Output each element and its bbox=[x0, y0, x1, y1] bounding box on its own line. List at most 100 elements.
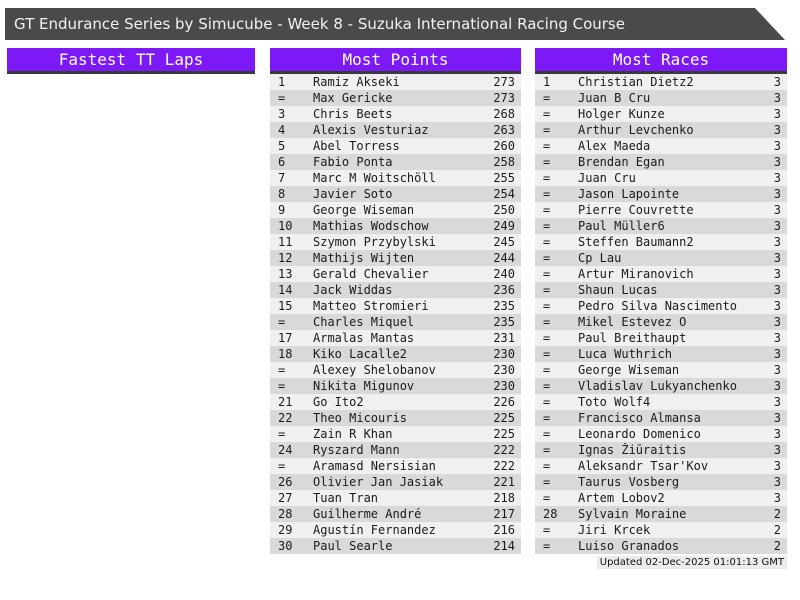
table-row: = Pierre Couvrette 3 bbox=[535, 202, 787, 218]
rank-cell: = bbox=[543, 139, 551, 153]
rank-cell: = bbox=[543, 475, 551, 489]
name-cell: Alexis Vesturiaz bbox=[313, 123, 429, 137]
rank-cell: = bbox=[543, 315, 551, 329]
rank-cell: 15 bbox=[278, 299, 293, 313]
rank-cell: 11 bbox=[278, 235, 293, 249]
table-row: = Cp Lau 3 bbox=[535, 250, 787, 266]
table-row: = Mikel Estevez O 3 bbox=[535, 314, 787, 330]
table-row: 28 Sylvain Moraine 2 bbox=[535, 506, 787, 522]
value-cell: 3 bbox=[773, 459, 781, 473]
rank-cell: 7 bbox=[278, 171, 286, 185]
rank-cell: = bbox=[543, 459, 551, 473]
rank-cell: 9 bbox=[278, 203, 286, 217]
table-row: = Luca Wuthrich 3 bbox=[535, 346, 787, 362]
value-cell: 230 bbox=[493, 379, 515, 393]
rank-cell: 10 bbox=[278, 219, 293, 233]
value-cell: 240 bbox=[493, 267, 515, 281]
rank-cell: = bbox=[278, 363, 286, 377]
name-cell: Fabio Ponta bbox=[313, 155, 393, 169]
value-cell: 2 bbox=[773, 507, 781, 521]
name-cell: Jiri Krcek bbox=[578, 523, 651, 537]
table-row: = Zain R Khan 225 bbox=[270, 426, 521, 442]
name-cell: Jack Widdas bbox=[313, 283, 393, 297]
rank-cell: 14 bbox=[278, 283, 293, 297]
value-cell: 214 bbox=[493, 539, 515, 553]
table-row: = Arthur Levchenko 3 bbox=[535, 122, 787, 138]
table-row: 3 Chris Beets 268 bbox=[270, 106, 521, 122]
name-cell: Marc M Woitschöll bbox=[313, 171, 436, 185]
value-cell: 3 bbox=[773, 491, 781, 505]
rank-cell: 27 bbox=[278, 491, 293, 505]
name-cell: Sylvain Moraine bbox=[578, 507, 687, 521]
table-row: 8 Javier Soto 254 bbox=[270, 186, 521, 202]
table-row: = Toto Wolf4 3 bbox=[535, 394, 787, 410]
table-row: 26 Olivier Jan Jasiak 221 bbox=[270, 474, 521, 490]
rank-cell: = bbox=[543, 427, 551, 441]
name-cell: Chris Beets bbox=[313, 107, 393, 121]
name-cell: Charles Miquel bbox=[313, 315, 415, 329]
rank-cell: = bbox=[543, 107, 551, 121]
value-cell: 230 bbox=[493, 347, 515, 361]
table-row: = Ignas Žiūraitis 3 bbox=[535, 442, 787, 458]
name-cell: Nikita Migunov bbox=[313, 379, 415, 393]
table-row: 28 Guilherme André 217 bbox=[270, 506, 521, 522]
value-cell: 236 bbox=[493, 283, 515, 297]
rank-cell: = bbox=[543, 203, 551, 217]
value-cell: 3 bbox=[773, 283, 781, 297]
table-row: = Leonardo Domenico 3 bbox=[535, 426, 787, 442]
table-row: = George Wiseman 3 bbox=[535, 362, 787, 378]
table-row: = Aramasd Nersisian 222 bbox=[270, 458, 521, 474]
value-cell: 225 bbox=[493, 411, 515, 425]
value-cell: 3 bbox=[773, 203, 781, 217]
rank-cell: 1 bbox=[543, 75, 551, 89]
table-row: = Artem Lobov2 3 bbox=[535, 490, 787, 506]
name-cell: Alex Maeda bbox=[578, 139, 651, 153]
value-cell: 3 bbox=[773, 107, 781, 121]
value-cell: 3 bbox=[773, 267, 781, 281]
value-cell: 3 bbox=[773, 395, 781, 409]
value-cell: 230 bbox=[493, 363, 515, 377]
rank-cell: 4 bbox=[278, 123, 286, 137]
value-cell: 273 bbox=[493, 91, 515, 105]
table-row: 1 Ramiz Akseki 273 bbox=[270, 74, 521, 90]
rank-cell: = bbox=[543, 299, 551, 313]
rank-cell: 18 bbox=[278, 347, 293, 361]
name-cell: Juan Cru bbox=[578, 171, 636, 185]
rank-cell: = bbox=[543, 123, 551, 137]
table-row: 7 Marc M Woitschöll 255 bbox=[270, 170, 521, 186]
name-cell: Luiso Granados bbox=[578, 539, 680, 553]
table-row: = Jason Lapointe 3 bbox=[535, 186, 787, 202]
value-cell: 3 bbox=[773, 235, 781, 249]
name-cell: Vladislav Lukyanchenko bbox=[578, 379, 737, 393]
value-cell: 3 bbox=[773, 123, 781, 137]
rank-cell: = bbox=[543, 283, 551, 297]
table-row: = Juan Cru 3 bbox=[535, 170, 787, 186]
name-cell: Pedro Silva Nascimento bbox=[578, 299, 737, 313]
table-row: = Luiso Granados 2 bbox=[535, 538, 787, 554]
name-cell: Armalas Mantas bbox=[313, 331, 415, 345]
value-cell: 2 bbox=[773, 523, 781, 537]
table-row: 6 Fabio Ponta 258 bbox=[270, 154, 521, 170]
leaderboard-rows-most-points: 1 Ramiz Akseki 273 = Max Gericke 273 3 Chris Be… bbox=[270, 74, 521, 554]
name-cell: Cp Lau bbox=[578, 251, 622, 265]
table-row: = Max Gericke 273 bbox=[270, 90, 521, 106]
value-cell: 3 bbox=[773, 155, 781, 169]
value-cell: 254 bbox=[493, 187, 515, 201]
value-cell: 222 bbox=[493, 443, 515, 457]
name-cell: George Wiseman bbox=[578, 363, 680, 377]
table-row: 22 Theo Micouris 225 bbox=[270, 410, 521, 426]
table-row: = Aleksandr Tsar'Kov 3 bbox=[535, 458, 787, 474]
table-row: = Nikita Migunov 230 bbox=[270, 378, 521, 394]
table-row: = Taurus Vosberg 3 bbox=[535, 474, 787, 490]
name-cell: Ignas Žiūraitis bbox=[578, 443, 687, 457]
name-cell: Artem Lobov2 bbox=[578, 491, 665, 505]
name-cell: Max Gericke bbox=[313, 91, 393, 105]
name-cell: Francisco Almansa bbox=[578, 411, 701, 425]
rank-cell: = bbox=[543, 171, 551, 185]
rank-cell: 5 bbox=[278, 139, 286, 153]
rank-cell: = bbox=[543, 363, 551, 377]
name-cell: Leonardo Domenico bbox=[578, 427, 701, 441]
table-row: = Alexey Shelobanov 230 bbox=[270, 362, 521, 378]
name-cell: Go Ito2 bbox=[313, 395, 364, 409]
value-cell: 3 bbox=[773, 347, 781, 361]
